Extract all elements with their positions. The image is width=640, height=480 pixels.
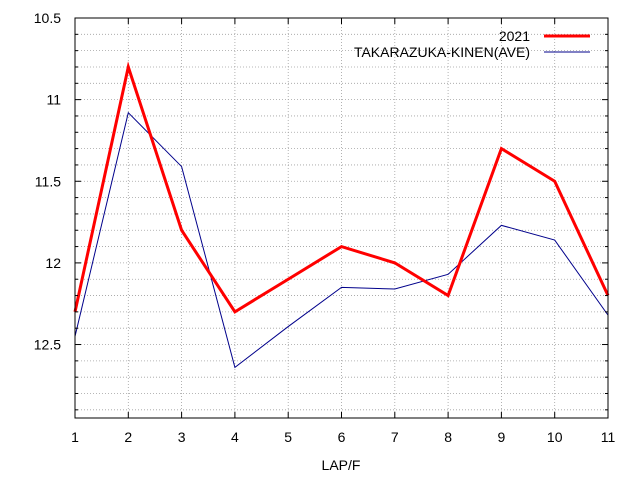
series-line-1 <box>73 61 610 314</box>
x-tick-label: 7 <box>391 429 399 445</box>
y-tick-label: 10.5 <box>34 10 61 26</box>
series-line-2 <box>74 111 609 369</box>
x-tick-label: 1 <box>71 429 79 445</box>
y-tick-label: 12 <box>45 255 61 271</box>
y-tick-label: 11 <box>46 92 61 108</box>
x-tick-label: 2 <box>124 429 132 445</box>
legend-label-2: TAKARAZUKA-KINEN(AVE) <box>354 44 530 60</box>
x-tick-label: 4 <box>231 429 239 445</box>
legend-label-1: 2021 <box>499 28 530 44</box>
x-tick-label: 8 <box>444 429 452 445</box>
x-tick-label: 5 <box>284 429 292 445</box>
y-tick-label: 12.5 <box>34 337 61 353</box>
x-tick-label: 6 <box>338 429 346 445</box>
x-tick-label: 9 <box>498 429 506 445</box>
series-layer <box>73 61 610 369</box>
grid-lines <box>75 18 608 418</box>
x-tick-label: 11 <box>601 429 616 445</box>
y-tick-label: 11.5 <box>35 173 61 189</box>
x-tick-label: 3 <box>178 429 186 445</box>
x-tick-label: 10 <box>547 429 563 445</box>
x-axis-label: LAP/F <box>322 457 361 473</box>
